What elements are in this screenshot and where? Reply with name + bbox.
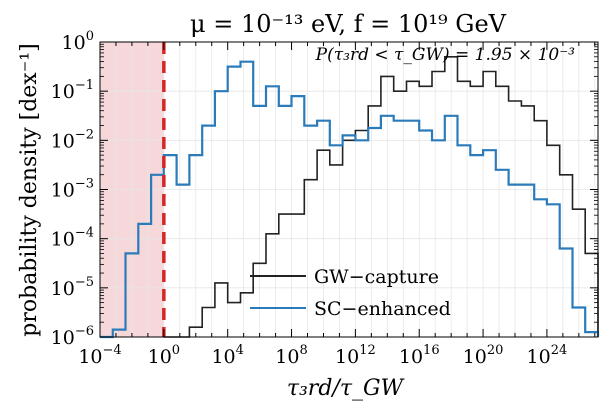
chart-title: μ = 10⁻¹³ eV, f = 10¹⁹ GeV <box>190 10 507 38</box>
legend: GW−capture SC−enhanced <box>250 266 451 320</box>
x-tick-label: 1016 <box>399 343 440 368</box>
x-tick-label: 1024 <box>527 343 568 368</box>
x-tick-labels: 10−4 100 104 108 1012 1016 1020 1024 <box>78 343 567 368</box>
series-sc-enhanced <box>100 60 600 339</box>
y-tick-label: 10−2 <box>51 127 94 152</box>
y-tick-labels: 100 10−1 10−2 10−3 10−4 10−5 10−6 <box>51 29 94 349</box>
y-tick-label: 10−4 <box>51 226 94 251</box>
probability-annotation: P(τ₃rd < τ_GW) = 1.95 × 10⁻³ <box>315 45 576 65</box>
plot-area <box>99 41 600 339</box>
y-tick-label: 10−1 <box>51 78 94 103</box>
y-axis-label: probability density [dex⁻¹] <box>17 43 42 336</box>
x-tick-label: 1020 <box>463 343 504 368</box>
y-tick-label: 10−3 <box>51 177 94 202</box>
legend-label-sc-enhanced: SC−enhanced <box>314 298 451 320</box>
legend-label-gw-capture: GW−capture <box>314 266 439 288</box>
x-tick-label: 100 <box>148 343 180 368</box>
x-tick-label: 108 <box>275 343 307 368</box>
series-layer <box>100 56 600 339</box>
x-axis-label: τ₃rd/τ_GW <box>287 376 406 401</box>
x-tick-label: 1012 <box>335 343 376 368</box>
x-tick-label: 104 <box>211 343 243 368</box>
y-tick-label: 10−6 <box>51 324 94 349</box>
axis-ticks <box>99 41 598 338</box>
x-tick-label: 10−4 <box>78 343 121 368</box>
series-gw-capture <box>163 56 599 338</box>
y-tick-label: 100 <box>62 29 94 54</box>
y-tick-label: 10−5 <box>51 275 94 300</box>
